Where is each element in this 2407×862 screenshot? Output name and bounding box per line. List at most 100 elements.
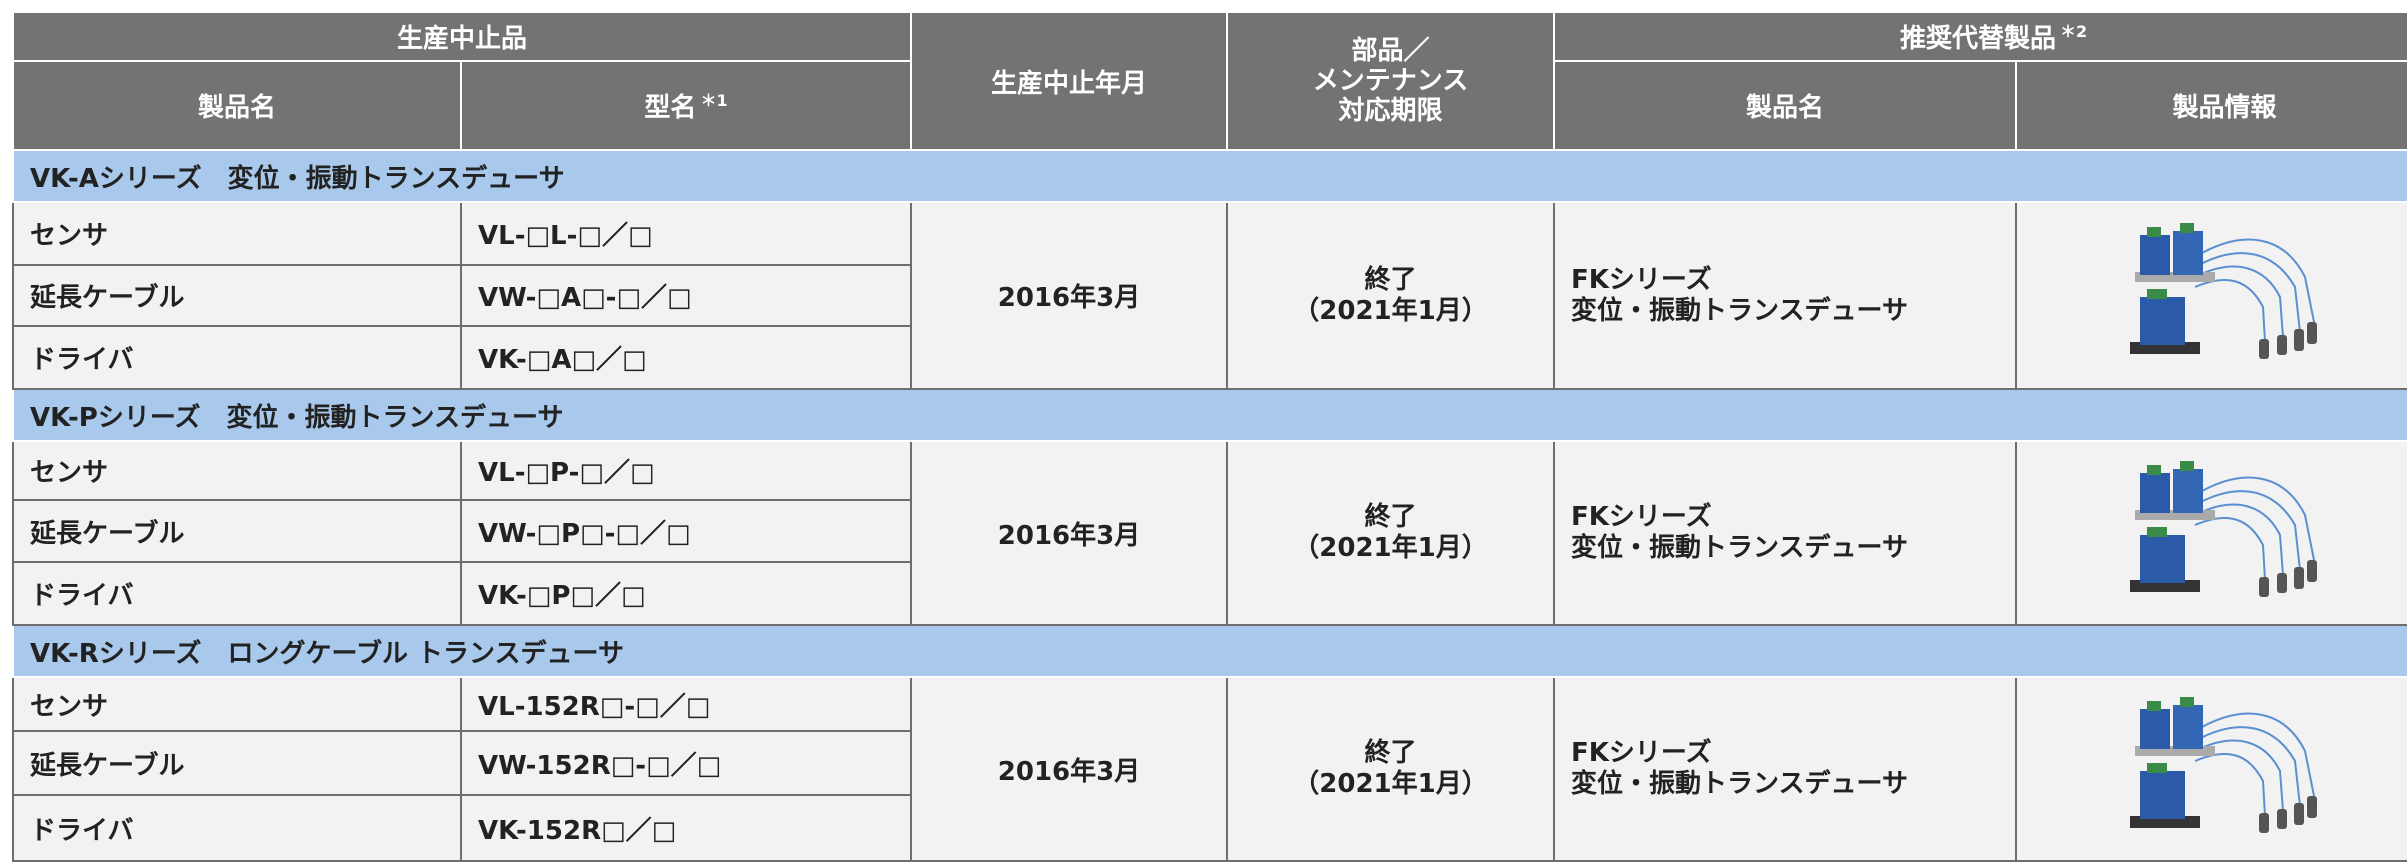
footnote-mark: ＊2 — [2059, 22, 2088, 41]
section-cell: VK-Rシリーズ ロングケーブル トランスデューサ — [11, 624, 2407, 678]
product-image — [2129, 460, 2317, 597]
date-cell: 2016年3月 — [910, 201, 1229, 390]
maintenance-text: （2021年1月） — [1293, 769, 1488, 799]
product-row: ドライバ VK-152R□／□ — [12, 794, 2407, 862]
replacement-cell: FKシリーズ 変位・振動トランスデューサ — [1553, 440, 2018, 626]
maintenance-cell: 終了 （2021年1月） — [1226, 201, 1556, 390]
header-text: 対応期限 — [1338, 96, 1443, 126]
header-text: 製品情報 — [2172, 93, 2277, 123]
product-row: センサ VL-152R□-□／□ 2016年3月 終了 （2021年1月） FKシリーズ変… — [12, 676, 2407, 862]
discontinued-date: 2016年3月 — [997, 520, 1141, 551]
product-name: センサ — [30, 458, 109, 488]
maintenance-cell: 終了 （2021年1月） — [1226, 676, 1556, 862]
header-text: 型名 — [644, 93, 697, 123]
product-name-cell: センサ — [12, 201, 462, 266]
discontinued-date: 2016年3月 — [997, 756, 1141, 787]
header-text: 製品名 — [1746, 93, 1825, 123]
image-cell — [2015, 676, 2407, 862]
header-text: メンテナンス — [1312, 66, 1469, 96]
product-name-cell: ドライバ — [12, 561, 462, 626]
header-cell: 生産中止年月 — [910, 11, 1229, 151]
date-cell: 2016年3月 — [910, 440, 1229, 626]
maintenance-text: （2021年1月） — [1293, 295, 1488, 326]
model-cell: VW-□A□-□／□ — [459, 264, 913, 327]
header-cell: 製品名 — [1553, 60, 2018, 151]
date-cell: 2016年3月 — [910, 676, 1229, 862]
section-row: VK-Rシリーズ ロングケーブル トランスデューサ — [11, 624, 2407, 678]
product-name-cell: センサ — [12, 676, 462, 732]
maintenance-cell: 終了 （2021年1月） — [1226, 440, 1556, 626]
section-title: VK-Pシリーズ 変位・振動トランスデューサ — [30, 402, 564, 433]
product-name-cell: ドライバ — [12, 794, 462, 862]
product-name-cell: ドライバ — [12, 325, 462, 390]
model: VK-□A□／□ — [478, 345, 647, 375]
product-row: センサ VL-□L-□／□ 2016年3月 終了 （2021年1月） FKシリーズ 変位・振… — [12, 201, 2407, 390]
header-cell: 型名 ＊1 — [459, 60, 913, 151]
footnote-mark: ＊1 — [700, 91, 728, 110]
section-cell: VK-Aシリーズ 変位・振動トランスデューサ — [11, 149, 2407, 203]
product-name-cell: 延長ケーブル — [12, 499, 462, 563]
product-row: 延長ケーブル VW-□A□-□／□ — [12, 264, 2407, 327]
product-table: 生産中止品 生産中止年月 部品／ メンテナンス 対応期限 推奨代替製品 ＊2 製品… — [11, 11, 2407, 862]
header-text: 生産中止品 — [397, 24, 528, 54]
model-cell: VW-152R□-□／□ — [459, 730, 913, 796]
image-cell — [2015, 440, 2407, 626]
header-cell: 製品名 — [12, 60, 462, 151]
product-name: センサ — [30, 691, 109, 722]
product-name-cell: 延長ケーブル — [12, 264, 462, 327]
section-title: VK-Aシリーズ 変位・振動トランスデューサ — [30, 163, 565, 194]
replacement-text: 変位・振動トランスデューサ — [1571, 533, 1908, 563]
header-text: 製品名 — [197, 93, 276, 123]
maintenance-text: 終了 — [1364, 502, 1417, 532]
table-body: VK-Aシリーズ 変位・振動トランスデューサ センサ VL-□L-□／□ 2016年3… — [11, 149, 2407, 862]
product-name: センサ — [30, 221, 109, 251]
product-name: ドライバ — [30, 581, 134, 611]
replacement-text: FKシリーズ — [1571, 264, 1712, 295]
product-row: 延長ケーブル VW-□P□-□／□ — [12, 499, 2407, 563]
header-cell: 製品情報 — [2015, 60, 2407, 151]
model: VK-152R□／□ — [478, 815, 677, 846]
product-name-cell: 延長ケーブル — [12, 730, 462, 796]
header-text: 推奨代替製品 — [1899, 24, 2056, 54]
model: VL-□L-□／□ — [478, 221, 653, 251]
product-row: センサ VL-□P-□／□ 2016年3月 終了 （2021年1月） FKシリーズ 変位・振… — [12, 440, 2407, 626]
model-cell: VW-□P□-□／□ — [459, 499, 913, 563]
model: VK-□P□／□ — [478, 581, 646, 611]
replacement-text: FKシリーズ — [1571, 738, 1712, 768]
maintenance-text: （2021年1月） — [1293, 533, 1488, 563]
maintenance-text: 終了 — [1364, 738, 1417, 768]
discontinued-date: 2016年3月 — [997, 283, 1141, 313]
product-image — [2129, 223, 2317, 359]
replacement-cell: FKシリーズ 変位・振動トランスデューサ — [1553, 201, 2018, 390]
product-name: 延長ケーブル — [30, 283, 185, 313]
section-title: VK-Rシリーズ ロングケーブル トランスデューサ — [30, 638, 624, 669]
replacement-text: 変位・振動トランスデューサ — [1571, 769, 1908, 799]
model-cell: VK-□A□／□ — [459, 325, 913, 390]
product-name-cell: センサ — [12, 440, 462, 501]
maintenance-text: 終了 — [1364, 264, 1417, 295]
product-name: 延長ケーブル — [30, 750, 185, 781]
header-text: 生産中止年月 — [991, 68, 1148, 99]
replacement-cell: FKシリーズ 変位・振動トランスデューサ — [1553, 676, 2018, 862]
product-row: ドライバ VK-□P□／□ — [12, 561, 2407, 626]
model-cell: VK-152R□／□ — [459, 794, 913, 862]
replacement-text: FKシリーズ — [1571, 502, 1712, 532]
model: VW-□A□-□／□ — [478, 283, 692, 313]
model-cell: VL-□P-□／□ — [459, 440, 913, 501]
model: VL-□P-□／□ — [478, 458, 655, 488]
header-text: 部品／ — [1351, 36, 1430, 66]
section-row: VK-Pシリーズ 変位・振動トランスデューサ — [11, 388, 2407, 442]
model-cell: VK-□P□／□ — [459, 561, 913, 626]
product-name: ドライバ — [30, 815, 134, 846]
model-cell: VL-152R□-□／□ — [459, 676, 913, 732]
product-row: 延長ケーブル VW-152R□-□／□ — [12, 730, 2407, 796]
image-cell — [2015, 201, 2407, 390]
product-name: ドライバ — [30, 345, 134, 375]
model-cell: VL-□L-□／□ — [459, 201, 913, 266]
header-cell: 部品／ メンテナンス 対応期限 — [1226, 11, 1556, 151]
section-cell: VK-Pシリーズ 変位・振動トランスデューサ — [11, 388, 2407, 442]
header-cell: 推奨代替製品 ＊2 — [1553, 11, 2407, 62]
product-name: 延長ケーブル — [30, 518, 185, 549]
product-row: ドライバ VK-□A□／□ — [12, 325, 2407, 390]
